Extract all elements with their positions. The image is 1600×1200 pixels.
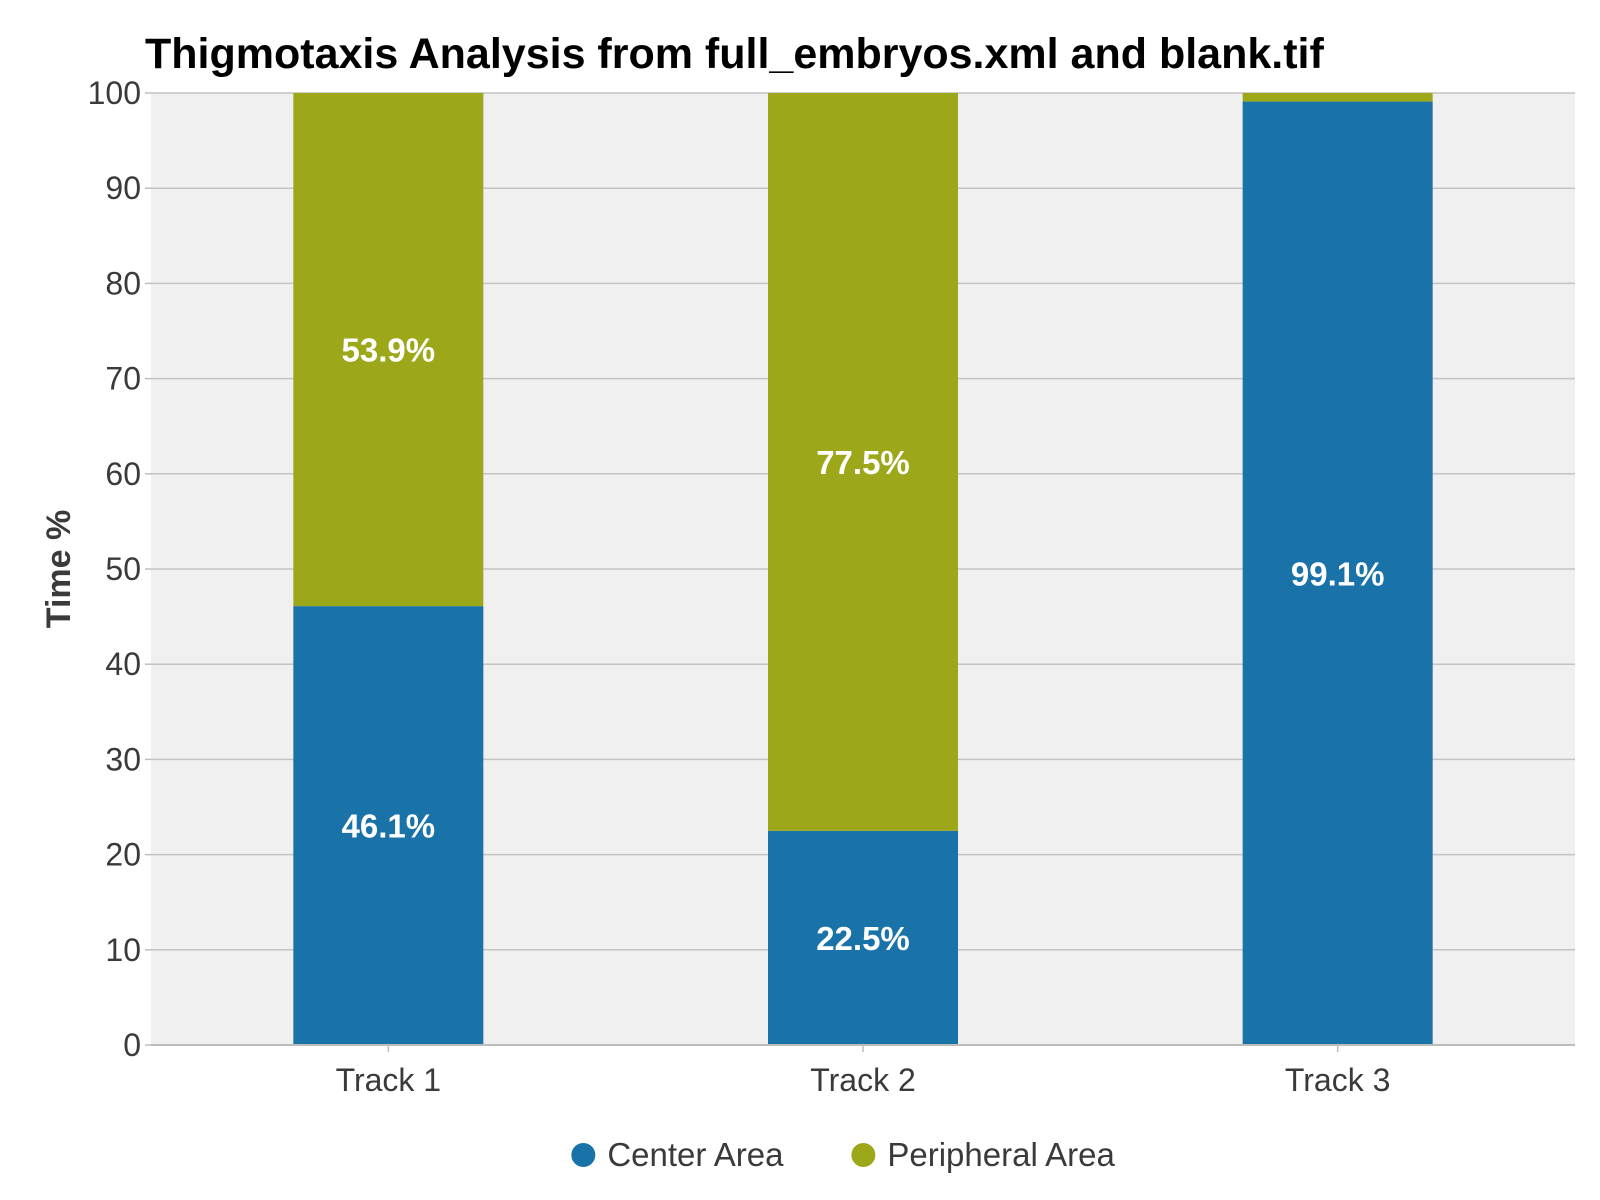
y-tick-label: 10 xyxy=(105,932,141,968)
legend: Center Area Peripheral Area xyxy=(571,1136,1115,1173)
bar-data-label: 77.5% xyxy=(816,444,910,481)
legend-marker xyxy=(851,1143,876,1167)
y-tick-label: 60 xyxy=(105,456,141,492)
bar-data-label: 46.1% xyxy=(342,808,436,845)
bars xyxy=(293,93,1433,1046)
y-axis-label: Time % xyxy=(40,510,78,628)
x-tick-label: Track 2 xyxy=(810,1062,916,1098)
bar-peripheral-area xyxy=(1242,93,1433,102)
x-axis-ticks: Track 1 Track 2 Track 3 xyxy=(336,1045,1391,1098)
y-tick-label: 70 xyxy=(105,361,141,397)
chart-title: Thigmotaxis Analysis from full_embryos.x… xyxy=(145,30,1324,78)
y-tick-label: 30 xyxy=(105,741,141,777)
bar-center-area xyxy=(293,606,484,1045)
y-tick-label: 0 xyxy=(123,1027,141,1063)
y-tick-label: 80 xyxy=(105,265,141,301)
legend-label: Peripheral Area xyxy=(887,1136,1115,1173)
bar-peripheral-area xyxy=(293,93,484,607)
x-tick-label: Track 1 xyxy=(336,1062,442,1098)
y-tick-label: 40 xyxy=(105,646,141,682)
legend-label: Center Area xyxy=(607,1136,784,1173)
bar-labels: 46.1% 53.9% 22.5% 77.5% 99.1% xyxy=(342,332,1385,957)
y-axis-ticks: 0 10 20 30 40 50 60 70 80 90 100 xyxy=(88,75,151,1063)
bar-data-label: 22.5% xyxy=(816,920,910,957)
bar-data-label: 53.9% xyxy=(342,332,436,369)
y-tick-label: 90 xyxy=(105,170,141,206)
bar-peripheral-area xyxy=(768,93,958,831)
y-tick-label: 50 xyxy=(105,551,141,587)
bar-center-area xyxy=(1242,101,1433,1046)
y-tick-label: 20 xyxy=(105,837,141,873)
bar-data-label: 99.1% xyxy=(1291,555,1385,592)
legend-marker xyxy=(571,1143,596,1167)
bar-center-area xyxy=(768,830,958,1045)
y-tick-label: 100 xyxy=(88,75,141,111)
x-tick-label: Track 3 xyxy=(1285,1062,1391,1098)
